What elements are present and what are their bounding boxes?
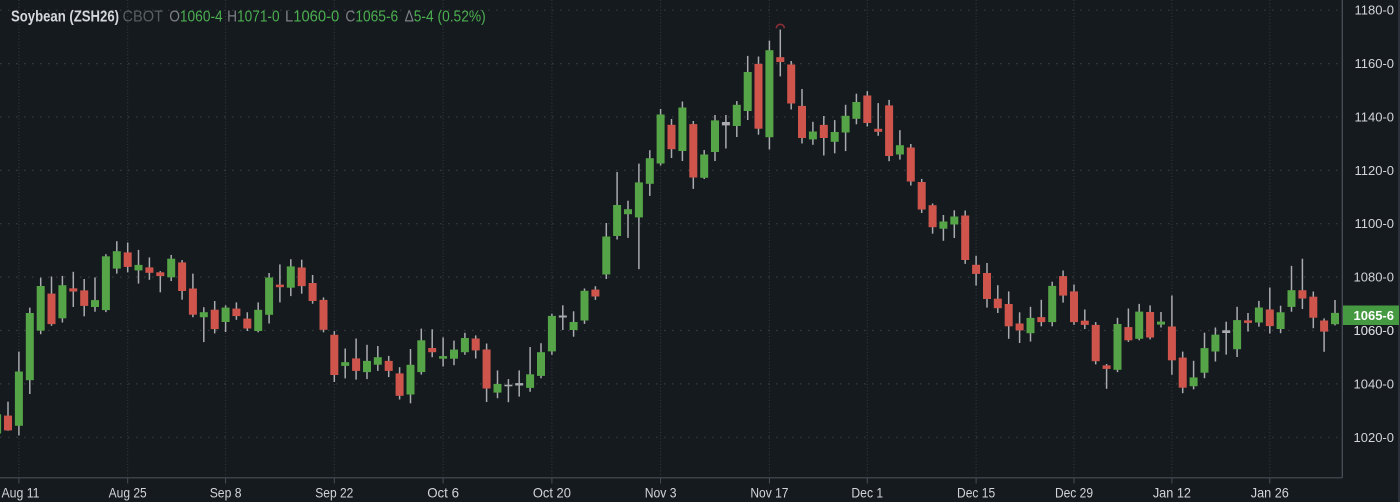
svg-text:Soybean (ZSH26): Soybean (ZSH26) (11, 9, 119, 26)
svg-text:1120-0: 1120-0 (1354, 163, 1394, 178)
svg-text:Jan 26: Jan 26 (1251, 484, 1289, 500)
svg-text:Nov 3: Nov 3 (645, 484, 677, 500)
svg-text:CBOT: CBOT (123, 9, 164, 26)
svg-text:1020-0: 1020-0 (1354, 430, 1394, 445)
svg-text:Sep 22: Sep 22 (315, 484, 353, 500)
svg-text:Oct 20: Oct 20 (533, 484, 571, 500)
svg-text:H1071-0: H1071-0 (227, 9, 280, 26)
svg-text:Dec 29: Dec 29 (1055, 484, 1093, 500)
svg-text:Oct 6: Oct 6 (427, 484, 459, 500)
svg-text:Nov 17: Nov 17 (750, 484, 788, 500)
svg-text:1180-0: 1180-0 (1354, 3, 1394, 18)
svg-text:1065-6: 1065-6 (1354, 308, 1394, 323)
svg-text:Sep 8: Sep 8 (210, 484, 242, 500)
svg-text:Jan 12: Jan 12 (1153, 484, 1191, 500)
svg-text:Dec 1: Dec 1 (851, 484, 883, 500)
svg-text:Aug 25: Aug 25 (109, 484, 147, 500)
svg-text:1160-0: 1160-0 (1354, 56, 1394, 71)
svg-text:1060-0: 1060-0 (1354, 323, 1394, 338)
svg-text:O1060-4: O1060-4 (169, 9, 223, 26)
svg-text:C1065-6: C1065-6 (345, 9, 398, 26)
svg-text:1080-0: 1080-0 (1354, 270, 1394, 285)
svg-text:Δ5-4 (0.52%): Δ5-4 (0.52%) (405, 9, 486, 26)
svg-text:1140-0: 1140-0 (1354, 110, 1394, 125)
svg-text:L1060-0: L1060-0 (285, 9, 339, 26)
svg-text:Aug 11: Aug 11 (1, 484, 39, 500)
svg-text:1100-0: 1100-0 (1354, 216, 1394, 231)
svg-text:1040-0: 1040-0 (1354, 376, 1394, 391)
svg-text:Dec 15: Dec 15 (957, 484, 995, 500)
svg-text:1060-0: 1060-0 (1354, 323, 1394, 338)
